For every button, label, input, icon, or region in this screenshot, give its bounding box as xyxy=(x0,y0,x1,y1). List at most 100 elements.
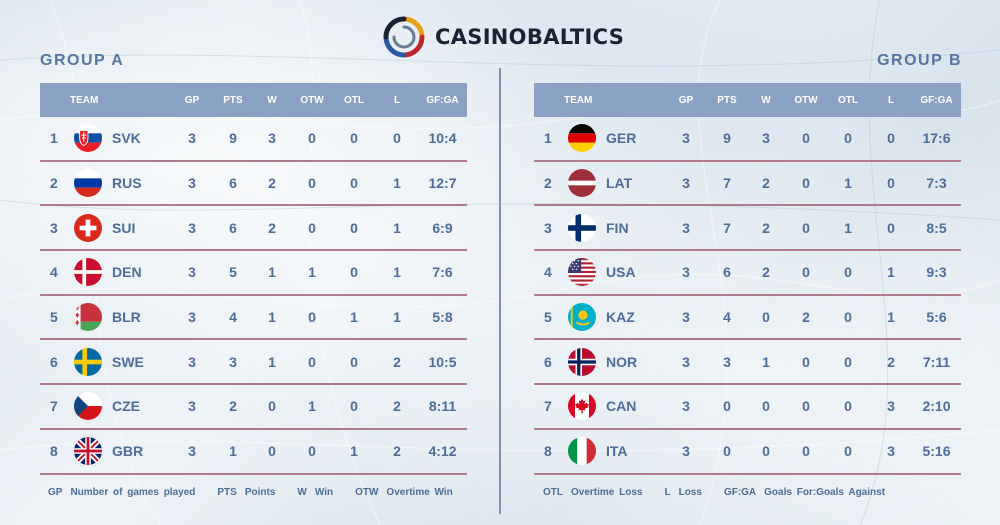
stat-l: 0 xyxy=(393,130,401,147)
legend-description: Number of games played xyxy=(70,487,196,498)
stat-l: 1 xyxy=(393,175,401,192)
stat-l: 1 xyxy=(393,219,401,236)
table-row: 1 GER 3 9 3 0 0 0 17:6 xyxy=(534,117,961,162)
stat-gp: 3 xyxy=(682,130,690,147)
stat-otw: 0 xyxy=(802,443,810,460)
team-rank: 2 xyxy=(544,175,552,192)
stat-gp: 3 xyxy=(188,175,196,192)
team-code: CZE xyxy=(112,398,140,415)
stat-otl: 0 xyxy=(350,264,358,281)
column-header-w: W xyxy=(761,94,771,106)
team-flag xyxy=(74,392,112,421)
table-header-row: TEAM GP PTS W OTW OTL L GF:GA xyxy=(534,83,961,117)
stat-otl: 0 xyxy=(844,398,852,415)
finland-flag-icon xyxy=(568,213,596,242)
stat-pts: 1 xyxy=(229,443,237,460)
stat-l: 2 xyxy=(887,353,895,370)
team-rank: 3 xyxy=(544,219,552,236)
stat-pts: 4 xyxy=(229,309,237,326)
stat-w: 2 xyxy=(268,175,276,192)
stat-otl: 0 xyxy=(844,130,852,147)
table-row: 1 SVK 3 9 3 0 0 0 10:4 xyxy=(40,117,467,162)
stat-gfga: 7:3 xyxy=(926,175,947,192)
germany-flag-icon xyxy=(568,124,596,153)
legend-abbreviation: GP xyxy=(48,487,63,498)
stat-pts: 2 xyxy=(229,398,237,415)
stat-gp: 3 xyxy=(188,398,196,415)
stat-gfga: 10:4 xyxy=(428,130,457,147)
table-row: 6 NOR 3 3 1 0 0 2 7:11 xyxy=(534,340,961,386)
legend-description: Loss xyxy=(678,487,702,498)
team-rank: 1 xyxy=(544,130,552,147)
team-flag xyxy=(568,437,606,466)
stat-otl: 1 xyxy=(350,443,358,460)
stat-gp: 3 xyxy=(682,219,690,236)
stat-w: 1 xyxy=(268,264,276,281)
stat-otl: 0 xyxy=(350,398,358,415)
team-code: GBR xyxy=(112,443,144,460)
column-header-pts: PTS xyxy=(717,94,737,106)
stat-otl: 0 xyxy=(844,443,852,460)
table-row: 5 KAZ 3 4 0 2 0 1 5:6 xyxy=(534,296,961,341)
team-flag xyxy=(568,392,606,421)
stat-pts: 9 xyxy=(723,130,731,147)
latvia-flag-icon xyxy=(568,169,596,198)
stat-gp: 3 xyxy=(188,353,196,370)
column-header-l: L xyxy=(393,94,401,106)
column-header-team: TEAM xyxy=(564,94,593,106)
legend-item: GF:GA Goals For:Goals Against xyxy=(724,487,885,498)
stat-gp: 3 xyxy=(682,398,690,415)
brand-logo: CASINOBALTICS xyxy=(383,14,624,60)
stat-w: 2 xyxy=(762,219,770,236)
stat-pts: 9 xyxy=(229,130,237,147)
stat-gfga: 2:10 xyxy=(922,398,951,415)
stat-w: 0 xyxy=(762,398,770,415)
stat-otw: 0 xyxy=(802,264,810,281)
team-code: SUI xyxy=(112,219,136,236)
table-row: 2 LAT 3 7 2 0 1 0 7:3 xyxy=(534,162,961,207)
stat-gfga: 9:3 xyxy=(926,264,947,281)
stat-pts: 0 xyxy=(723,443,731,460)
stat-gfga: 6:9 xyxy=(432,219,453,236)
table-row: 3 FIN 3 7 2 0 1 0 8:5 xyxy=(534,206,961,252)
stat-w: 0 xyxy=(762,309,770,326)
column-header-otl: OTL xyxy=(344,94,364,106)
belarus-flag-icon xyxy=(74,303,102,332)
legend-abbreviation: OTL xyxy=(543,487,563,498)
column-header-otw: OTW xyxy=(794,94,818,106)
czech-flag-icon xyxy=(74,392,102,421)
stat-w: 3 xyxy=(268,130,276,147)
stat-pts: 5 xyxy=(229,264,237,281)
norway-flag-icon xyxy=(568,347,596,376)
slovakia-flag-icon xyxy=(74,124,102,153)
legend-abbreviation: L xyxy=(664,487,671,498)
stat-w: 1 xyxy=(268,309,276,326)
legend-abbreviation: PTS xyxy=(217,487,237,498)
stat-otl: 0 xyxy=(350,353,358,370)
italy-flag-icon xyxy=(568,437,596,466)
stat-l: 0 xyxy=(887,175,895,192)
team-rank: 1 xyxy=(50,130,58,147)
column-header-gp: GP xyxy=(678,94,694,106)
stat-gfga: 7:6 xyxy=(432,264,453,281)
team-rank: 4 xyxy=(50,264,58,281)
team-flag xyxy=(568,124,606,153)
legend-left: GP Number of games played PTS Points W Win OTW… xyxy=(48,487,475,498)
column-header-otw: OTW xyxy=(300,94,324,106)
stat-otw: 0 xyxy=(802,219,810,236)
legend-item: W Win xyxy=(297,487,333,498)
stat-pts: 3 xyxy=(723,353,731,370)
stat-w: 2 xyxy=(762,264,770,281)
team-code: CAN xyxy=(606,398,637,415)
canada-flag-icon xyxy=(568,392,596,421)
stat-pts: 6 xyxy=(723,264,731,281)
team-rank: 8 xyxy=(50,443,58,460)
stat-pts: 4 xyxy=(723,309,731,326)
stat-gfga: 4:12 xyxy=(428,443,457,460)
team-code: GER xyxy=(606,130,637,147)
kazakhstan-flag-icon xyxy=(568,303,596,332)
team-flag xyxy=(74,437,112,466)
legend-item: GP Number of games played xyxy=(48,487,195,498)
table-row: 8 GBR 3 1 0 0 1 2 4:12 xyxy=(40,430,467,475)
casinobaltics-swirl-logo-icon xyxy=(383,16,425,58)
